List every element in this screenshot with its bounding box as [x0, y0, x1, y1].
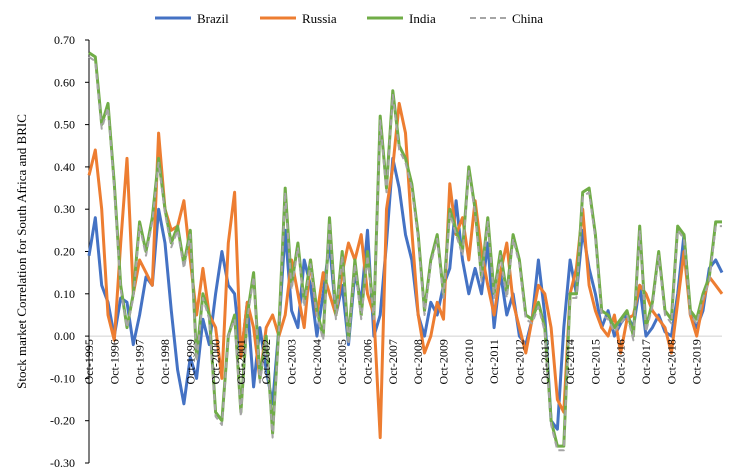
- series-line-brazil: [87, 156, 724, 431]
- x-tick-label: Oct-2018: [664, 339, 678, 384]
- x-tick-label: Oct-2014: [563, 339, 577, 384]
- y-tick-label: -0.10: [50, 371, 75, 385]
- legend-label-india: India: [409, 11, 436, 26]
- x-tick-label: Oct-1996: [107, 339, 121, 384]
- y-tick-label: -0.30: [50, 456, 75, 470]
- series-line-china: [88, 56, 722, 452]
- y-tick-label: 0.40: [54, 160, 75, 174]
- y-tick-label: 0.50: [54, 118, 75, 132]
- x-tick-label: Oct-2015: [588, 339, 602, 384]
- x-tick-label: Oct-2003: [285, 339, 299, 384]
- y-tick-label: -0.20: [50, 414, 75, 428]
- x-tick-label: Oct-2010: [462, 339, 476, 384]
- series-lines: [87, 51, 724, 452]
- x-tick-label: Oct-2005: [335, 339, 349, 384]
- y-tick-label: 0.10: [54, 287, 75, 301]
- x-tick-label: Oct-1995: [82, 339, 96, 384]
- x-tick-label: Oct-2001: [234, 339, 248, 384]
- series-line-russia: [87, 101, 724, 440]
- legend-label-russia: Russia: [302, 11, 337, 26]
- x-tick-label: Oct-2012: [512, 339, 526, 384]
- y-tick-label: 0.60: [54, 75, 75, 89]
- x-tick-label: Oct-2004: [310, 339, 324, 384]
- y-tick-label: 0.20: [54, 245, 75, 259]
- series-line-india: [88, 51, 722, 448]
- y-axis-ticks: 0.70 0.60 0.50 0.40 0.30 0.20 0.10 0.00 -0.10 -0.…: [50, 33, 89, 470]
- x-tick-label: Oct-1999: [183, 339, 197, 384]
- x-tick-label: Oct-1997: [133, 339, 147, 384]
- x-tick-label: Oct-2019: [690, 339, 704, 384]
- x-tick-label: Oct-2011: [487, 339, 501, 384]
- y-tick-label: 0.70: [54, 33, 75, 47]
- y-tick-label: 0.00: [54, 329, 75, 343]
- y-axis-label: Stock market Correlation for South Afric…: [14, 114, 29, 389]
- x-tick-label: Oct-2013: [538, 339, 552, 384]
- x-tick-label: Oct-1998: [158, 339, 172, 384]
- x-tick-label: Oct-2006: [361, 339, 375, 384]
- x-tick-label: Oct-2002: [259, 339, 273, 384]
- legend: Brazil Russia India China: [155, 11, 543, 26]
- x-tick-label: Oct-2016: [614, 339, 628, 384]
- x-tick-label: Oct-2007: [386, 339, 400, 384]
- y-tick-label: 0.30: [54, 202, 75, 216]
- x-tick-label: Oct-2000: [209, 339, 223, 384]
- x-tick-label: Oct-2009: [436, 339, 450, 384]
- x-tick-label: Oct-2017: [639, 339, 653, 384]
- legend-label-china: China: [512, 11, 543, 26]
- x-axis-ticks: Oct-1995 Oct-1996 Oct-1997 Oct-1998 Oct-1999…: [82, 339, 704, 384]
- x-tick-label: Oct-2008: [411, 339, 425, 384]
- legend-label-brazil: Brazil: [197, 11, 229, 26]
